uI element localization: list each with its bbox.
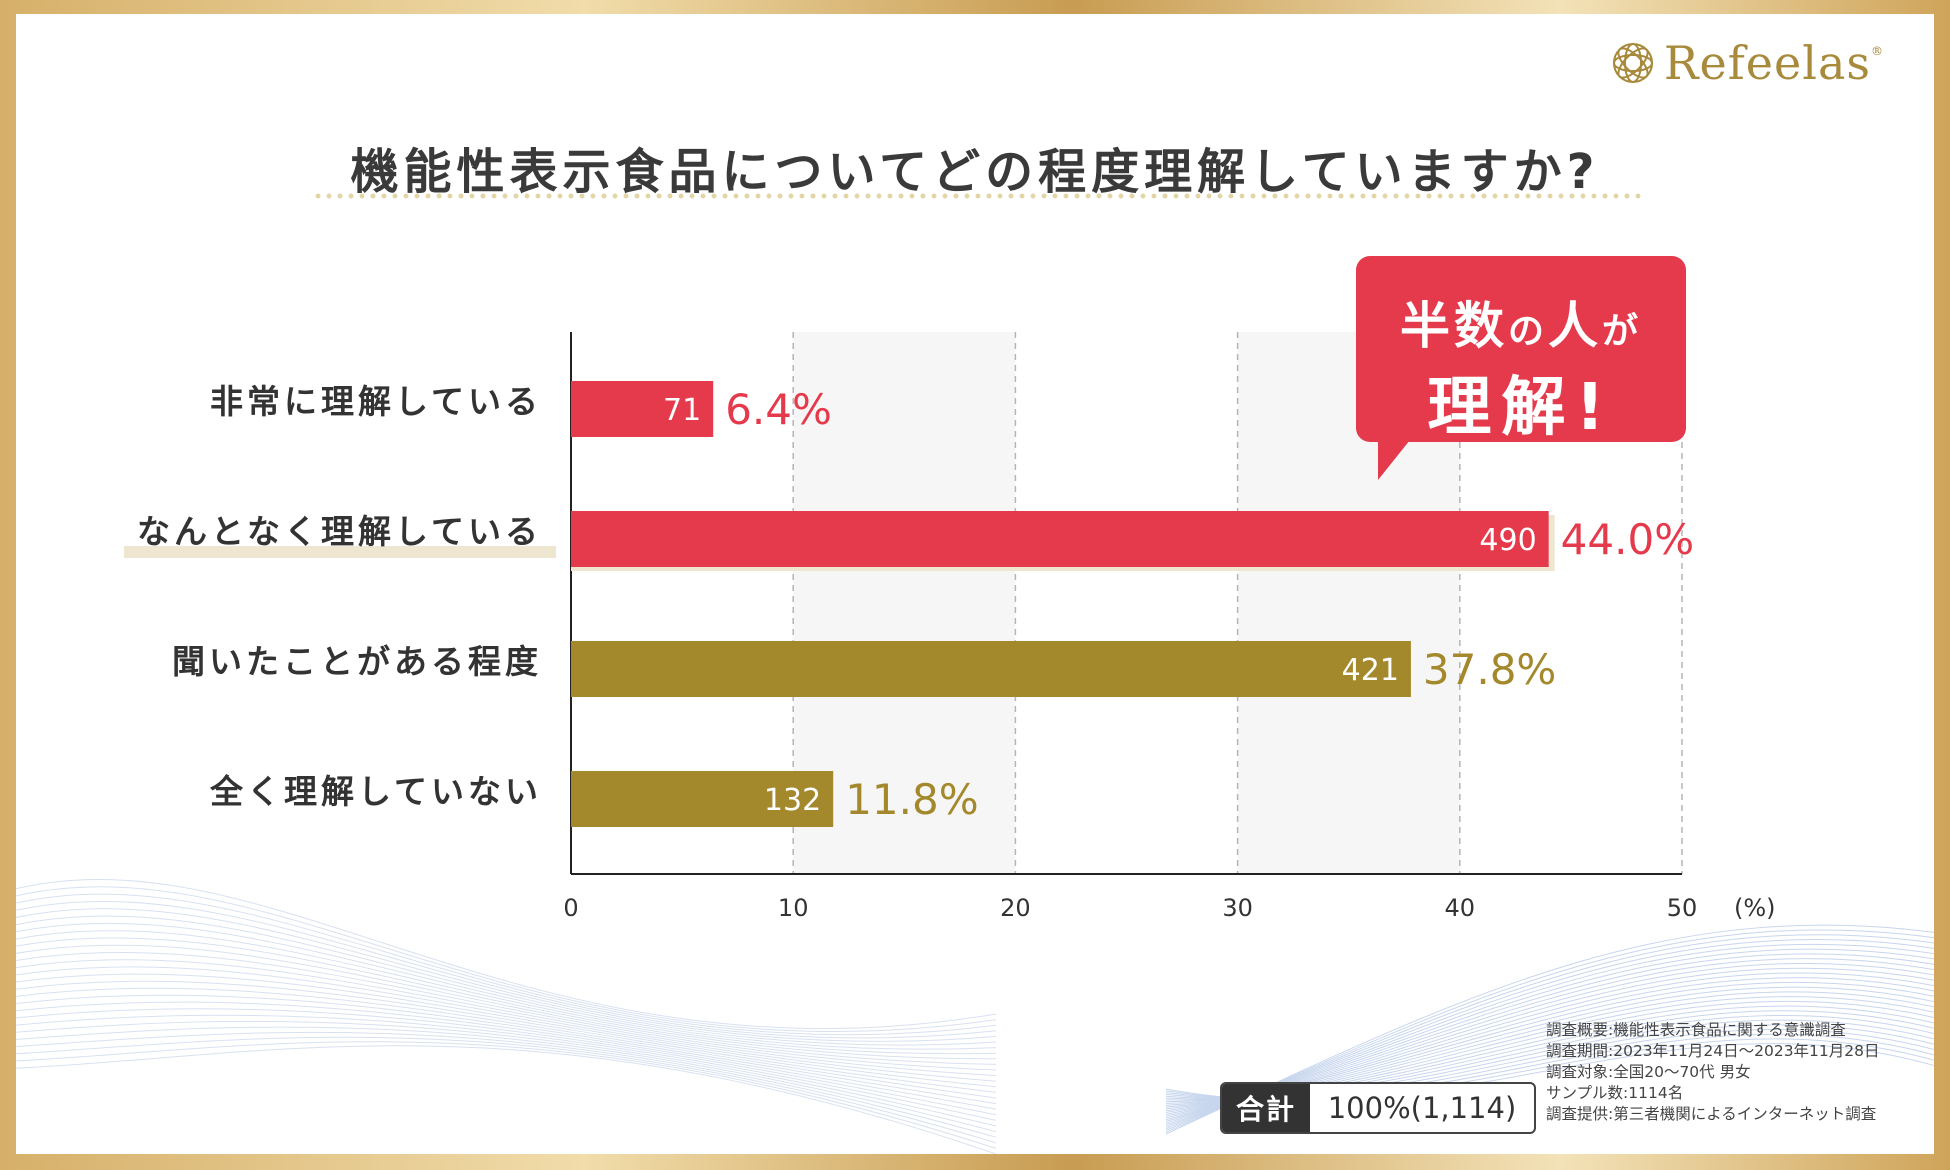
x-tick-label: 30	[1222, 894, 1253, 922]
survey-note: 調査提供:第三者機関によるインターネット調査	[1546, 1105, 1877, 1123]
category-highlight	[124, 546, 556, 558]
survey-note: サンプル数:1114名	[1546, 1084, 1684, 1102]
total-label: 合計	[1222, 1084, 1310, 1132]
x-tick-label: 20	[1000, 894, 1031, 922]
title-dotted-underline	[315, 193, 1649, 199]
category-label: 非常に理解している	[209, 382, 542, 421]
category-label: なんとなく理解している	[136, 512, 542, 551]
bar-value-label: 6.4%	[725, 385, 832, 434]
bar-chart: 0 10 20 30 40 50 (%) 71 6.4% 490 44.0% 421 37.8% 132 1…	[563, 332, 1776, 922]
total-value: 100%(1,114)	[1327, 1091, 1517, 1125]
callout-tail	[1378, 440, 1410, 480]
bar-value-label: 11.8%	[845, 775, 978, 824]
category-label: 全く理解していない	[209, 772, 542, 811]
callout-bubble: 半数の人が 理解!	[1356, 256, 1686, 445]
logo-emblem-icon	[1612, 43, 1653, 83]
bar-count-label: 132	[764, 783, 821, 818]
bar	[571, 771, 834, 827]
bar-count-label: 421	[1342, 653, 1399, 688]
x-axis-unit-label: (%)	[1734, 894, 1776, 922]
callout-line1: 半数の人が	[1399, 297, 1643, 355]
logo-text: Refeelas®	[1663, 36, 1884, 90]
bar-value-label: 44.0%	[1561, 515, 1694, 564]
bar-count-label: 490	[1479, 523, 1536, 558]
bar	[571, 511, 1549, 567]
brand-logo: Refeelas®	[1610, 36, 1884, 90]
x-tick-label: 10	[778, 894, 809, 922]
bar	[571, 381, 714, 437]
x-tick-label: 40	[1445, 894, 1476, 922]
total-box: 合計 100%(1,114)	[1220, 1082, 1536, 1134]
survey-notes: 調査概要:機能性表示食品に関する意識調査 調査期間:2023年11月24日〜20…	[1546, 1020, 1880, 1125]
survey-note: 調査概要:機能性表示食品に関する意識調査	[1546, 1021, 1846, 1039]
chart-frame: Refeelas® 機能性表示食品についてどの程度理解していますか? 非常に理解…	[16, 14, 1934, 1154]
bar-value-label: 37.8%	[1423, 645, 1556, 694]
x-tick-label: 50	[1667, 894, 1698, 922]
page-title: 機能性表示食品についてどの程度理解していますか?	[350, 144, 1600, 200]
bar	[571, 641, 1411, 697]
bar-count-label: 71	[663, 393, 701, 428]
survey-note: 調査対象:全国20〜70代 男女	[1546, 1063, 1751, 1081]
callout-line2: 理解!	[1427, 371, 1615, 445]
survey-note: 調査期間:2023年11月24日〜2023年11月28日	[1546, 1042, 1880, 1060]
category-label: 聞いたことがある程度	[172, 642, 542, 681]
x-tick-label: 0	[563, 894, 578, 922]
